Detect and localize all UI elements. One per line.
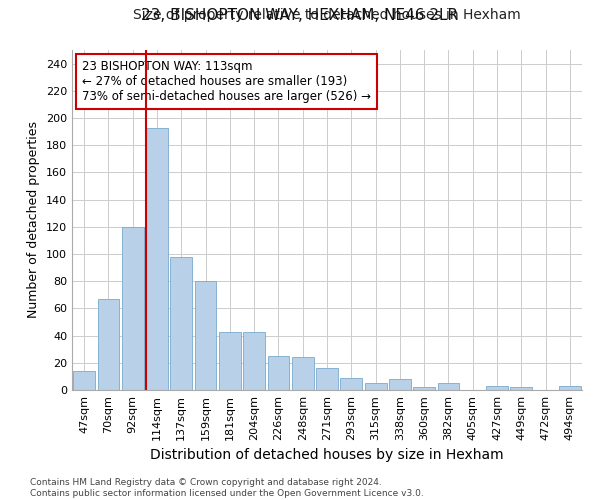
Title: Size of property relative to detached houses in Hexham: Size of property relative to detached ho… <box>133 8 521 22</box>
Bar <box>194 281 217 390</box>
Bar <box>340 378 362 390</box>
Text: 23, BISHOPTON WAY, HEXHAM, NE46 2LR: 23, BISHOPTON WAY, HEXHAM, NE46 2LR <box>142 8 458 22</box>
X-axis label: Distribution of detached houses by size in Hexham: Distribution of detached houses by size … <box>150 448 504 462</box>
Bar <box>170 256 192 390</box>
Bar <box>219 332 241 390</box>
Bar <box>437 383 460 390</box>
Bar <box>146 128 168 390</box>
Bar <box>292 358 314 390</box>
Bar <box>486 386 508 390</box>
Bar <box>122 227 143 390</box>
Text: 23 BISHOPTON WAY: 113sqm
← 27% of detached houses are smaller (193)
73% of semi-: 23 BISHOPTON WAY: 113sqm ← 27% of detach… <box>82 60 371 103</box>
Bar <box>511 388 532 390</box>
Bar <box>268 356 289 390</box>
Bar <box>389 379 411 390</box>
Bar <box>365 383 386 390</box>
Bar <box>243 332 265 390</box>
Text: Contains HM Land Registry data © Crown copyright and database right 2024.
Contai: Contains HM Land Registry data © Crown c… <box>30 478 424 498</box>
Bar <box>559 386 581 390</box>
Bar <box>316 368 338 390</box>
Bar <box>97 299 119 390</box>
Y-axis label: Number of detached properties: Number of detached properties <box>28 122 40 318</box>
Bar <box>73 371 95 390</box>
Bar <box>413 388 435 390</box>
